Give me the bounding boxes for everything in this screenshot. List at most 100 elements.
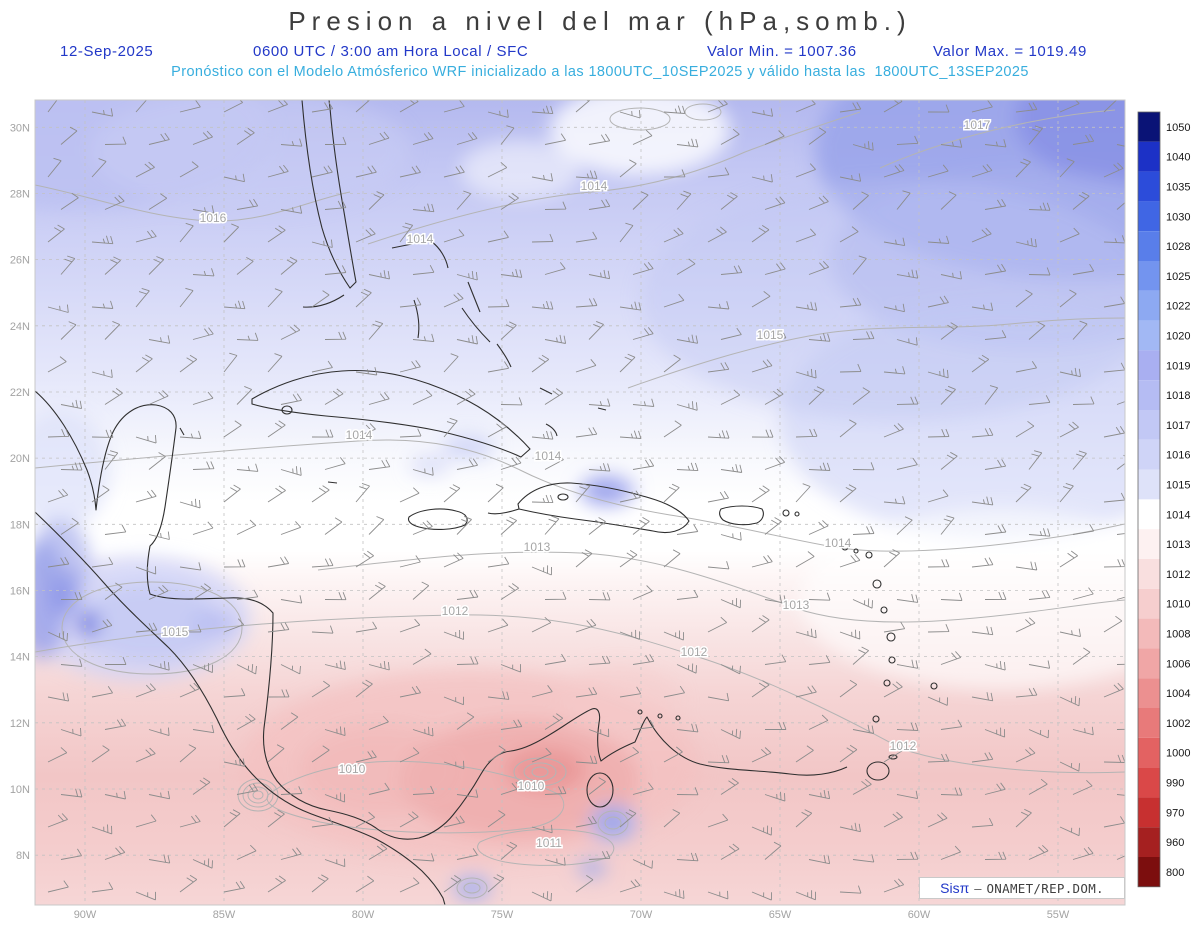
andros-island	[413, 299, 420, 339]
florida-keys	[302, 294, 345, 308]
cozumel-island	[179, 427, 185, 436]
colorbar-value-label: 1008	[1166, 629, 1190, 641]
lon-tick-label: 90W	[74, 909, 97, 921]
colorbar-value-label: 1018	[1166, 390, 1190, 402]
colorbar-swatch	[1138, 559, 1160, 589]
colorbar-value-label: 1015	[1166, 480, 1190, 492]
antilles-island	[794, 511, 800, 517]
isobar-value-label: 1014	[407, 232, 434, 246]
antilles-island	[872, 579, 882, 589]
valid-time-label: 0600 UTC / 3:00 am Hora Local / SFC	[253, 43, 529, 60]
cayman-islands	[327, 481, 338, 484]
antilles-island	[865, 551, 873, 559]
lon-tick-label: 55W	[1047, 909, 1070, 921]
isobar-contour	[61, 581, 243, 675]
colorbar-swatch	[1138, 141, 1160, 172]
pressure-colorbar: 1050 1040 1035 1030 1028 1025 1022 1020 1019 1018…	[1137, 111, 1190, 888]
puerto-rico-coastline	[719, 505, 764, 526]
date-label: 12-Sep-2025	[60, 43, 154, 60]
page-title: Presion a nivel del mar (hPa,somb.)	[288, 6, 912, 36]
tobago-island	[888, 754, 898, 760]
colorbar-swatch	[1138, 529, 1160, 559]
colorbar-outline	[1137, 111, 1161, 888]
lon-tick-label: 80W	[352, 909, 375, 921]
tiburon-peninsula	[487, 508, 520, 515]
colorbar-value-label: 960	[1166, 837, 1184, 849]
colorbar-swatch	[1138, 737, 1160, 768]
lat-tick-label: 26N	[10, 255, 30, 267]
lat-tick-label: 24N	[10, 321, 30, 333]
colorbar-value-label: 1013	[1166, 539, 1190, 551]
isobar-value-label: 1011	[536, 836, 562, 850]
isobar-value-label: 1014	[346, 428, 373, 442]
isobar-contour	[879, 109, 1116, 169]
isobar-value-label: 1014	[825, 536, 852, 550]
lat-tick-label: 22N	[10, 387, 30, 399]
colorbar-value-label: 1012	[1166, 569, 1190, 581]
colorbar-value-label: 1004	[1166, 688, 1190, 700]
colorbar-swatch	[1138, 797, 1160, 828]
colorbar-swatch	[1138, 678, 1160, 708]
colorbar-swatch	[1138, 290, 1160, 321]
isobar-value-label: 1013	[524, 540, 551, 554]
crooked-island	[539, 387, 553, 395]
isobar-contour	[266, 760, 565, 834]
lat-tick-label: 12N	[10, 718, 30, 730]
abaco-island	[431, 241, 449, 269]
colorbar-value-label: 1006	[1166, 658, 1190, 670]
antilles-island	[841, 543, 849, 551]
colorbar-swatch	[1138, 857, 1160, 887]
great-inagua	[545, 423, 558, 437]
colorbar-swatch	[1138, 648, 1160, 679]
colorbar-swatch	[1138, 171, 1160, 202]
colorbar-value-label: 1002	[1166, 718, 1190, 730]
colorbar-value-label: 1017	[1166, 420, 1190, 432]
colorbar-swatch	[1138, 380, 1160, 410]
long-island-bahamas	[496, 343, 512, 368]
isobar-contour	[317, 551, 1125, 623]
florida-coastline	[301, 100, 357, 289]
isobar-contour	[35, 184, 351, 222]
watermark-separator: –	[974, 880, 982, 896]
isobar-contour	[35, 439, 1125, 552]
antilles-island	[657, 713, 663, 719]
colorbar-value-label: 1050	[1166, 122, 1190, 134]
hispaniola-coastline	[517, 482, 690, 534]
colorbar-swatch	[1138, 618, 1160, 649]
antilles-island	[930, 682, 938, 690]
isobar-value-label: 1014	[581, 179, 608, 193]
colorbar-swatch	[1138, 410, 1160, 440]
colorbar-value-label: 1016	[1166, 450, 1190, 462]
isobar-value-label: 1016	[200, 211, 227, 225]
colorbar-value-label: 1019	[1166, 360, 1190, 372]
isobar-contour	[367, 111, 861, 245]
cuba-coastline	[251, 369, 531, 458]
antilles-island	[883, 679, 891, 687]
antilles-island	[675, 715, 681, 721]
lon-tick-label: 70W	[630, 909, 653, 921]
antilles-island	[886, 632, 896, 642]
antilles-island	[853, 548, 859, 554]
colorbar-swatch	[1138, 439, 1160, 470]
isobar-value-label: 1012	[681, 645, 708, 659]
colorbar-swatch	[1138, 231, 1160, 261]
colorbar-value-label: 1025	[1166, 271, 1190, 283]
eleuthera-island	[467, 281, 481, 313]
central-america-caribbean-coast	[35, 390, 848, 840]
isobar-value-label: 1012	[442, 604, 469, 618]
map-frame	[34, 99, 1126, 906]
lon-tick-label: 75W	[491, 909, 514, 921]
lat-tick-label: 18N	[10, 519, 30, 531]
colorbar-value-label: 1000	[1166, 748, 1190, 760]
isobar-value-label: 1010	[518, 779, 545, 793]
pressure-shading-layer	[35, 100, 1125, 905]
min-value-label: Valor Min. = 1007.36	[707, 43, 857, 60]
watermark-org: ONAMET/REP.DOM.	[986, 880, 1104, 896]
pacific-coast	[35, 511, 446, 905]
isobar-value-label: 1015	[162, 625, 189, 639]
lat-tick-label: 10N	[10, 784, 30, 796]
gonave-island	[557, 493, 569, 501]
antilles-island	[880, 606, 888, 614]
exuma-chain	[461, 307, 491, 343]
